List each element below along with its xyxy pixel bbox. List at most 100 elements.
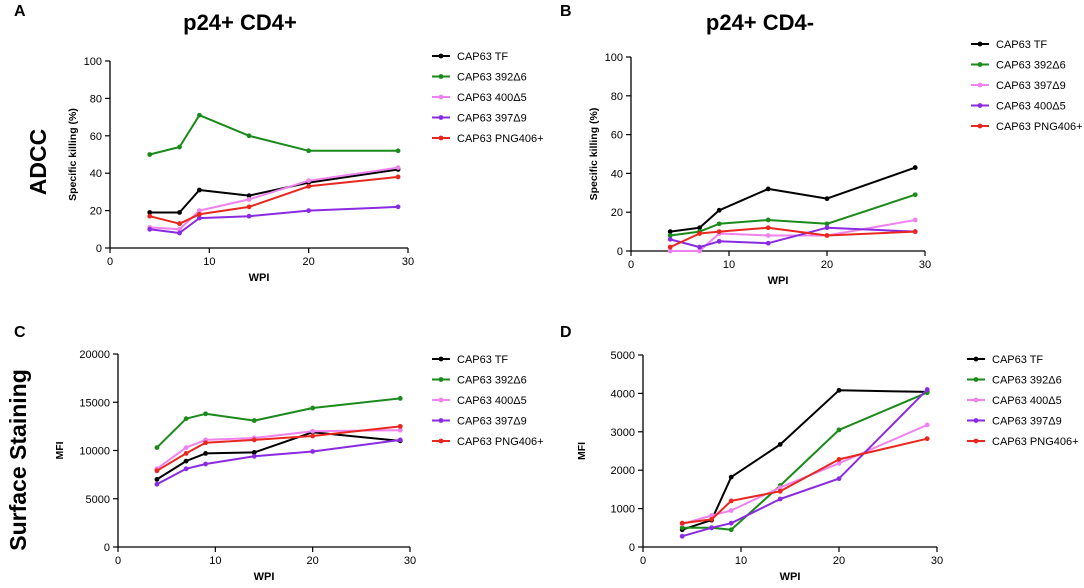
legend-label: CAP63 392Δ6 [992,375,1062,387]
data-point [310,433,316,439]
data-point [765,186,771,192]
data-point [251,437,257,443]
data-point [924,422,930,428]
legend-item: CAP63 392Δ6 [971,60,1066,72]
legend-label: CAP63 TF [457,354,508,366]
data-point [728,520,734,526]
data-point [154,445,160,451]
data-point [246,193,252,199]
data-point [777,442,783,447]
data-point [397,427,403,433]
data-point [728,474,734,480]
legend-item: CAP63 397Δ9 [432,416,527,428]
data-point [697,225,702,231]
chart-title: p24+ CD4+ [183,10,297,35]
data-point [183,450,189,456]
legend-marker [438,438,444,444]
legend-label: CAP63 TF [457,51,508,63]
data-point [716,229,722,235]
data-point [197,211,202,217]
legend-item: CAP63 397Δ9 [971,80,1066,92]
data-point [716,207,722,213]
legend-label: CAP63 400Δ5 [457,92,527,104]
data-point [912,165,918,170]
data-point [667,236,673,242]
series-line [149,205,399,234]
legend-marker [438,74,444,79]
data-point [183,416,189,422]
series-line [682,437,928,525]
legend-label: CAP63 PNG406+ [457,133,544,145]
x-tick-label: 0 [107,256,113,268]
data-point [246,204,252,210]
y-tick-label: 80 [611,91,623,103]
legend-item: CAP63 400Δ5 [971,101,1066,113]
legend-marker [973,397,979,403]
data-point [306,183,312,189]
data-point [310,405,316,411]
data-point [197,208,202,214]
legend-label: CAP63 400Δ5 [992,395,1062,407]
data-point [777,496,783,502]
panel-letter-d: D [560,324,572,341]
data-point [154,477,160,482]
data-point [667,229,673,235]
legend-marker [438,397,444,403]
x-tick-label: 30 [402,256,414,268]
legend-item: CAP63 400Δ5 [432,395,527,407]
y-tick-label: 100 [84,56,102,68]
series-line [681,388,928,538]
panel-letter-b: B [560,3,572,20]
data-point [836,427,842,433]
y-tick-label: 4000 [611,388,635,400]
x-tick-label: 0 [628,259,634,271]
x-axis-label: WPI [254,571,275,583]
data-point [777,485,783,490]
data-point [824,225,830,231]
data-point [912,229,918,235]
legend-label: CAP63 397Δ9 [992,416,1062,428]
y-tick-label: 1000 [611,504,635,516]
series-line [149,168,399,214]
series-line [149,166,399,231]
legend-label: CAP63 400Δ5 [457,395,527,407]
data-point [177,144,182,150]
chart-title: p24+ CD4- [706,10,814,35]
x-tick-label: 0 [640,555,646,567]
legend-label: CAP63 392Δ6 [996,60,1066,72]
data-point [395,165,401,170]
series-line [156,438,401,486]
data-point [147,210,153,215]
data-point [197,215,202,221]
data-point [183,458,189,464]
legend-item: CAP63 TF [971,39,1047,51]
y-tick-label: 0 [96,243,102,255]
legend-marker [438,135,444,141]
data-point [203,450,209,456]
data-point [397,395,403,401]
y-tick-label: 5000 [611,350,635,362]
y-tick-label: 60 [90,131,102,143]
series-line [156,429,401,470]
x-tick-label: 20 [307,555,319,567]
series-line [156,425,401,472]
data-point [251,450,257,455]
data-point [154,481,160,487]
y-tick-label: 0 [617,246,623,258]
data-point [824,233,830,238]
series-line [670,193,916,237]
legend-item: CAP63 PNG406+ [967,436,1079,448]
legend-label: CAP63 397Δ9 [457,113,527,125]
data-point [395,174,401,180]
legend-item: CAP63 TF [432,51,508,63]
data-point [765,217,771,223]
data-point [824,196,830,202]
data-point [306,208,312,214]
data-point [716,221,722,227]
row-label-surface-staining: Surface Staining [5,369,31,550]
data-point [728,498,734,504]
legend-marker [977,62,983,67]
data-point [728,508,734,513]
data-point [716,238,722,244]
